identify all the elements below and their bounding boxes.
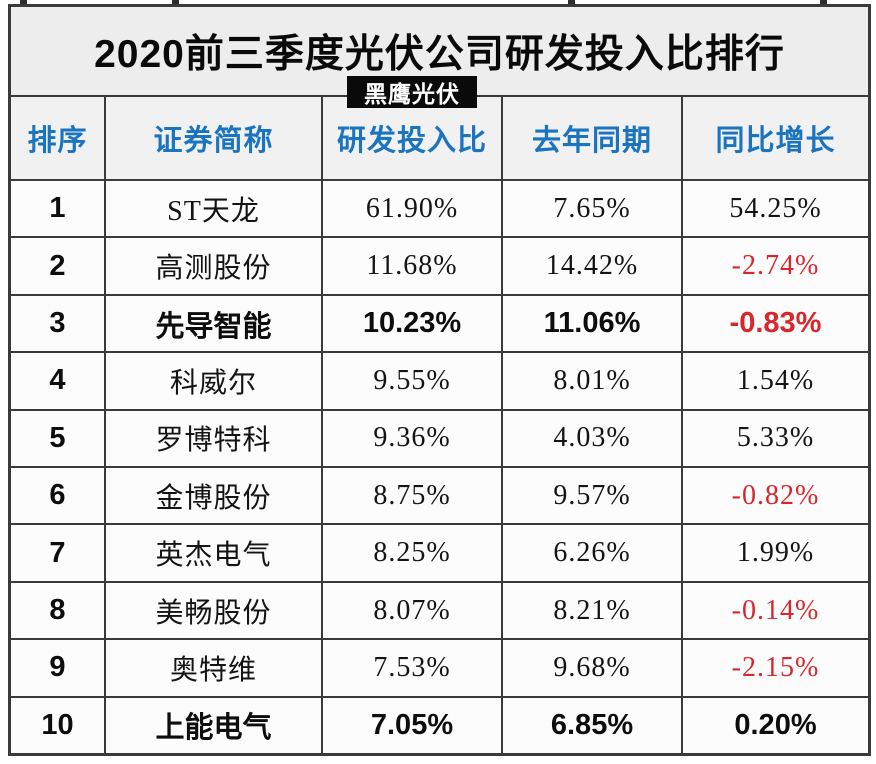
rank-cell: 1 — [11, 181, 106, 237]
growth-cell: 5.33% — [736, 422, 815, 454]
table-row: 1 ST天龙 61.90% 7.65% 54.25% — [11, 181, 868, 239]
rank-cell: 6 — [11, 468, 106, 524]
ranking-table: 2020前三季度光伏公司研发投入比排行 排序 证券简称 研发投入比 去年同期 同… — [8, 4, 871, 756]
growth-cell: -0.83% — [729, 307, 822, 340]
name-cell: 英杰电气 — [106, 525, 323, 581]
name-cell: ST天龙 — [106, 181, 323, 237]
table-row: 7 英杰电气 8.25% 6.26% 1.99% — [11, 525, 868, 583]
column-header-rank: 排序 — [11, 97, 106, 179]
name-cell: 罗博特科 — [106, 410, 323, 467]
rd-cell: 7.05% — [323, 697, 503, 754]
table-row: 10 上能电气 7.05% 6.85% 0.20% — [11, 697, 868, 754]
rd-cell: 10.23% — [323, 295, 503, 352]
rank-cell: 8 — [11, 582, 106, 639]
growth-cell: 1.99% — [736, 537, 815, 569]
name-cell: 科威尔 — [106, 353, 323, 409]
prev-cell: 8.01% — [503, 353, 683, 409]
crop-artifact — [820, 0, 827, 4]
rank-cell: 7 — [11, 525, 106, 581]
rd-cell: 8.07% — [323, 582, 503, 639]
table-header-row: 排序 证券简称 研发投入比 去年同期 同比增长 — [11, 97, 868, 181]
name-cell: 美畅股份 — [106, 582, 323, 639]
prev-cell: 6.26% — [503, 525, 683, 581]
column-header-name: 证券简称 — [106, 97, 323, 179]
table-row: 6 金博股份 8.75% 9.57% -0.82% — [11, 468, 868, 526]
name-cell: 上能电气 — [106, 697, 323, 754]
table-row: 5 罗博特科 9.36% 4.03% 5.33% — [11, 410, 868, 469]
prev-cell: 8.21% — [503, 582, 683, 639]
table-row: 9 奥特维 7.53% 9.68% -2.15% — [11, 640, 868, 698]
prev-cell: 4.03% — [503, 410, 683, 467]
watermark-badge: 黑鹰光伏 — [347, 76, 477, 108]
column-header-prev-year: 去年同期 — [503, 97, 683, 179]
rank-cell: 10 — [11, 697, 106, 754]
rank-cell: 5 — [11, 410, 106, 467]
column-header-rd-ratio: 研发投入比 — [323, 97, 503, 179]
crop-artifact — [568, 0, 575, 4]
name-cell: 金博股份 — [106, 468, 323, 524]
rank-cell: 4 — [11, 353, 106, 409]
crop-artifact — [20, 0, 27, 4]
table-body: 1 ST天龙 61.90% 7.65% 54.25% 2 高测股份 11.68% 14.42% -… — [11, 181, 868, 754]
growth-cell: -2.15% — [731, 651, 820, 683]
rank-cell: 9 — [11, 640, 106, 696]
growth-cell: -0.14% — [731, 594, 820, 626]
prev-cell: 9.68% — [503, 640, 683, 696]
table-row: 8 美畅股份 8.07% 8.21% -0.14% — [11, 582, 868, 641]
growth-cell: 54.25% — [729, 192, 822, 224]
rd-cell: 11.68% — [323, 238, 503, 294]
rd-cell: 7.53% — [323, 640, 503, 696]
growth-cell: 1.54% — [736, 364, 815, 396]
rd-cell: 8.25% — [323, 525, 503, 581]
growth-cell: 0.20% — [734, 708, 817, 741]
rd-cell: 9.55% — [323, 353, 503, 409]
column-header-growth: 同比增长 — [715, 125, 836, 157]
growth-cell: -2.74% — [731, 250, 820, 282]
rd-cell: 8.75% — [323, 468, 503, 524]
prev-cell: 11.06% — [503, 295, 683, 352]
table-row: 2 高测股份 11.68% 14.42% -2.74% — [11, 238, 868, 296]
name-cell: 奥特维 — [106, 640, 323, 696]
table-row: 3 先导智能 10.23% 11.06% -0.83% — [11, 295, 868, 354]
prev-cell: 7.65% — [503, 181, 683, 237]
rd-cell: 61.90% — [323, 181, 503, 237]
prev-cell: 6.85% — [503, 697, 683, 754]
crop-artifact — [172, 0, 179, 4]
prev-cell: 14.42% — [503, 238, 683, 294]
prev-cell: 9.57% — [503, 468, 683, 524]
rd-cell: 9.36% — [323, 410, 503, 467]
name-cell: 先导智能 — [106, 295, 323, 352]
growth-cell: -0.82% — [731, 479, 820, 511]
rank-cell: 3 — [11, 295, 106, 352]
name-cell: 高测股份 — [106, 238, 323, 294]
rank-cell: 2 — [11, 238, 106, 294]
table-row: 4 科威尔 9.55% 8.01% 1.54% — [11, 353, 868, 411]
